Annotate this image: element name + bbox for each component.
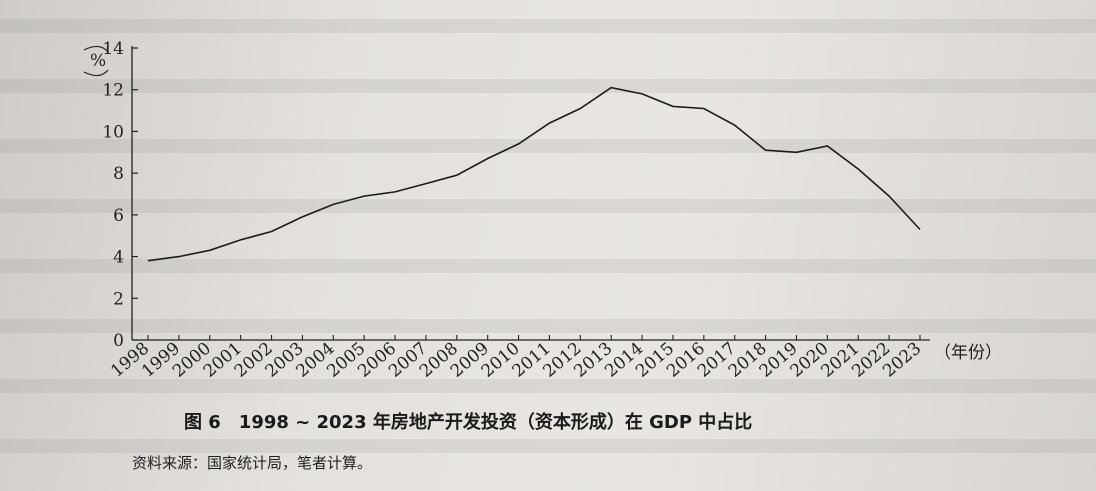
y-tick-label: 12	[102, 81, 124, 101]
x-axis-ticks: 1998199920002001200220032004200520062007…	[107, 335, 925, 382]
y-tick-label: 8	[113, 164, 124, 184]
y-tick-label: 6	[113, 206, 124, 226]
y-tick-label: 2	[113, 289, 124, 309]
y-tick-label: 0	[113, 331, 124, 351]
y-axis-unit-paren-right	[83, 69, 109, 77]
y-tick-label: 10	[102, 122, 124, 142]
figure-caption: 图 6 1998 ~ 2023 年房地产开发投资（资本形成）在 GDP 中占比	[184, 412, 753, 433]
x-axis-unit: （年份）	[934, 343, 1002, 363]
series-line	[147, 86, 921, 262]
y-tick-label: 14	[102, 39, 124, 59]
y-axis-unit: %	[90, 51, 106, 71]
figure-source: 资料来源：国家统计局，笔者计算。	[132, 454, 373, 472]
y-axis-ticks: 0 2 4 6 8 10 12 14	[102, 39, 138, 351]
chart-axes	[131, 46, 930, 341]
y-tick-label: 4	[113, 248, 124, 268]
y-axis-unit-paren-left	[83, 45, 109, 53]
line-chart: 0 2 4 6 8 10 12 14 1998199920002001200220032004…	[83, 39, 1002, 382]
